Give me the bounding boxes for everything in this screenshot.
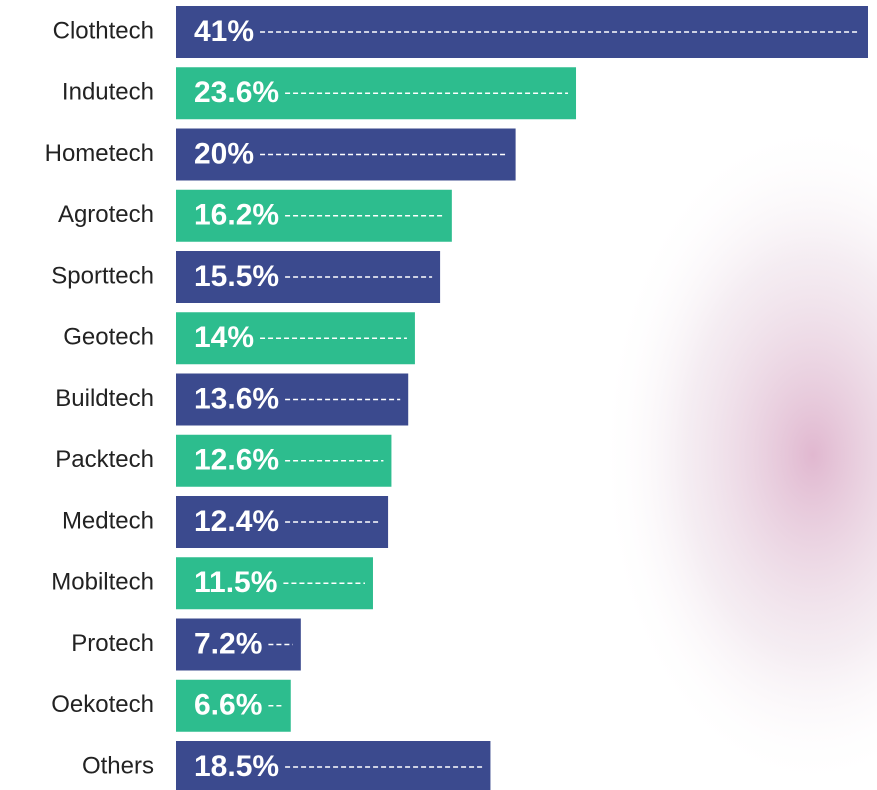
category-label: Agrotech [58, 201, 154, 228]
category-label: Protech [71, 630, 154, 657]
value-label: 11.5% [194, 566, 277, 599]
value-label: 23.6% [194, 76, 279, 109]
chart: Clothtech 41% Indutech 23.6% Hometech 20% Agro… [0, 0, 877, 790]
category-label: Buildtech [55, 385, 154, 412]
category-label: Sporttech [51, 262, 154, 289]
category-label: Hometech [45, 140, 154, 167]
value-label: 15.5% [194, 260, 279, 293]
value-label: 16.2% [194, 199, 279, 232]
value-label: 18.5% [194, 750, 279, 783]
category-label: Oekotech [51, 691, 154, 718]
value-label: 6.6% [194, 689, 262, 722]
background-image [450, 120, 877, 790]
category-label: Medtech [62, 507, 154, 534]
value-label: 14% [194, 321, 254, 354]
value-label: 13.6% [194, 382, 279, 415]
category-label: Others [82, 752, 154, 779]
category-label: Packtech [55, 446, 154, 473]
value-label: 41% [194, 15, 254, 48]
value-label: 12.6% [194, 444, 279, 477]
category-label: Mobiltech [51, 569, 154, 596]
value-label: 12.4% [194, 505, 279, 538]
category-label: Indutech [62, 79, 154, 106]
value-label: 20% [194, 137, 254, 170]
category-label: Clothtech [53, 17, 154, 44]
value-label: 7.2% [194, 627, 262, 660]
category-label: Geotech [63, 324, 154, 351]
